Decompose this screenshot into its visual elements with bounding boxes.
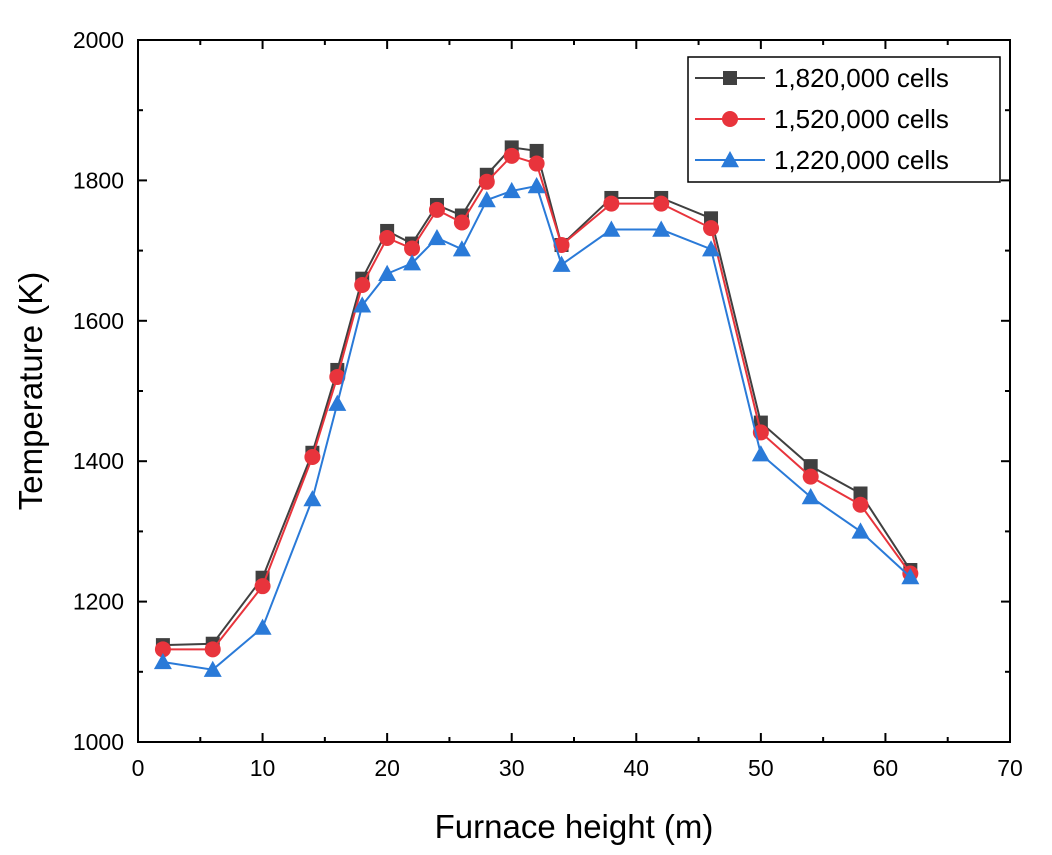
triangle-marker (851, 522, 870, 539)
x-tick-label: 40 (623, 755, 649, 781)
circle-marker (802, 468, 819, 485)
legend-label: 1,820,000 cells (774, 63, 949, 93)
circle-marker (204, 641, 221, 658)
series-3 (153, 177, 920, 677)
x-tick-label: 0 (132, 755, 145, 781)
legend-label: 1,220,000 cells (774, 145, 949, 175)
legend-item: 1,820,000 cells (695, 63, 949, 93)
triangle-marker (702, 240, 721, 257)
circle-marker (428, 201, 445, 218)
y-tick-labels: 1000 1200 1400 1600 1800 2000 (73, 27, 124, 755)
triangle-marker (452, 240, 471, 257)
series-layer (153, 140, 920, 677)
series-2 (154, 147, 919, 658)
circle-marker (722, 111, 738, 127)
y-tick-label: 1200 (73, 589, 124, 615)
circle-marker (453, 214, 470, 231)
series-line (162, 154, 912, 651)
triangle-marker (527, 177, 546, 194)
y-tick-label: 2000 (73, 27, 124, 53)
y-tick-label: 1600 (73, 308, 124, 334)
triangle-marker (502, 181, 521, 199)
legend: 1,820,000 cells 1,520,000 cells 1,220,000 … (687, 56, 1001, 183)
circle-marker (503, 147, 520, 164)
triangle-marker (353, 296, 372, 313)
circle-marker (404, 240, 421, 257)
x-tick-label: 60 (873, 755, 899, 781)
triangle-marker (153, 652, 172, 670)
triangle-marker (552, 255, 571, 272)
triangle-marker (477, 191, 496, 208)
circle-marker (304, 448, 321, 465)
triangle-marker (751, 445, 770, 462)
triangle-marker (203, 660, 222, 677)
circle-marker (354, 276, 371, 293)
triangle-marker (378, 264, 397, 281)
circle-marker (478, 173, 495, 190)
triangle-marker (652, 220, 671, 237)
x-tick-label: 20 (374, 755, 400, 781)
square-marker (529, 143, 544, 158)
triangle-marker (801, 488, 820, 505)
y-axis-title: Temperature (K) (12, 272, 49, 510)
circle-marker (379, 229, 396, 246)
series-line (162, 184, 912, 671)
x-axis-title: Furnace height (m) (435, 808, 714, 845)
circle-marker (703, 220, 720, 237)
circle-marker (653, 195, 670, 212)
triangle-marker (303, 490, 322, 507)
legend-item: 1,220,000 cells (695, 145, 949, 175)
triangle-marker (721, 151, 739, 168)
square-marker (723, 71, 737, 85)
y-tick-label: 1000 (73, 729, 124, 755)
circle-marker (528, 155, 545, 172)
x-tick-labels: 0 10 20 30 40 50 60 70 (132, 755, 1023, 781)
x-tick-label: 30 (499, 755, 525, 781)
triangle-marker (253, 618, 272, 635)
series-line (162, 146, 912, 647)
legend-item: 1,520,000 cells (695, 104, 949, 134)
legend-items: 1,820,000 cells 1,520,000 cells 1,220,000 … (695, 63, 949, 175)
triangle-marker (427, 228, 446, 246)
triangle-marker (901, 568, 920, 585)
x-tick-label: 70 (997, 755, 1023, 781)
series-1 (155, 140, 918, 653)
circle-marker (852, 496, 869, 513)
triangle-marker (328, 394, 347, 411)
x-tick-label: 10 (250, 755, 276, 781)
triangle-marker (403, 254, 422, 271)
y-tick-label: 1800 (73, 167, 124, 193)
legend-label: 1,520,000 cells (774, 104, 949, 134)
axis-ticks (137, 39, 1011, 743)
y-tick-label: 1400 (73, 448, 124, 474)
circle-marker (603, 195, 620, 212)
circle-marker (154, 641, 171, 658)
triangle-marker (602, 220, 621, 237)
x-tick-label: 50 (748, 755, 774, 781)
circle-marker (254, 578, 271, 595)
square-marker (853, 486, 868, 501)
circle-marker (329, 368, 346, 385)
